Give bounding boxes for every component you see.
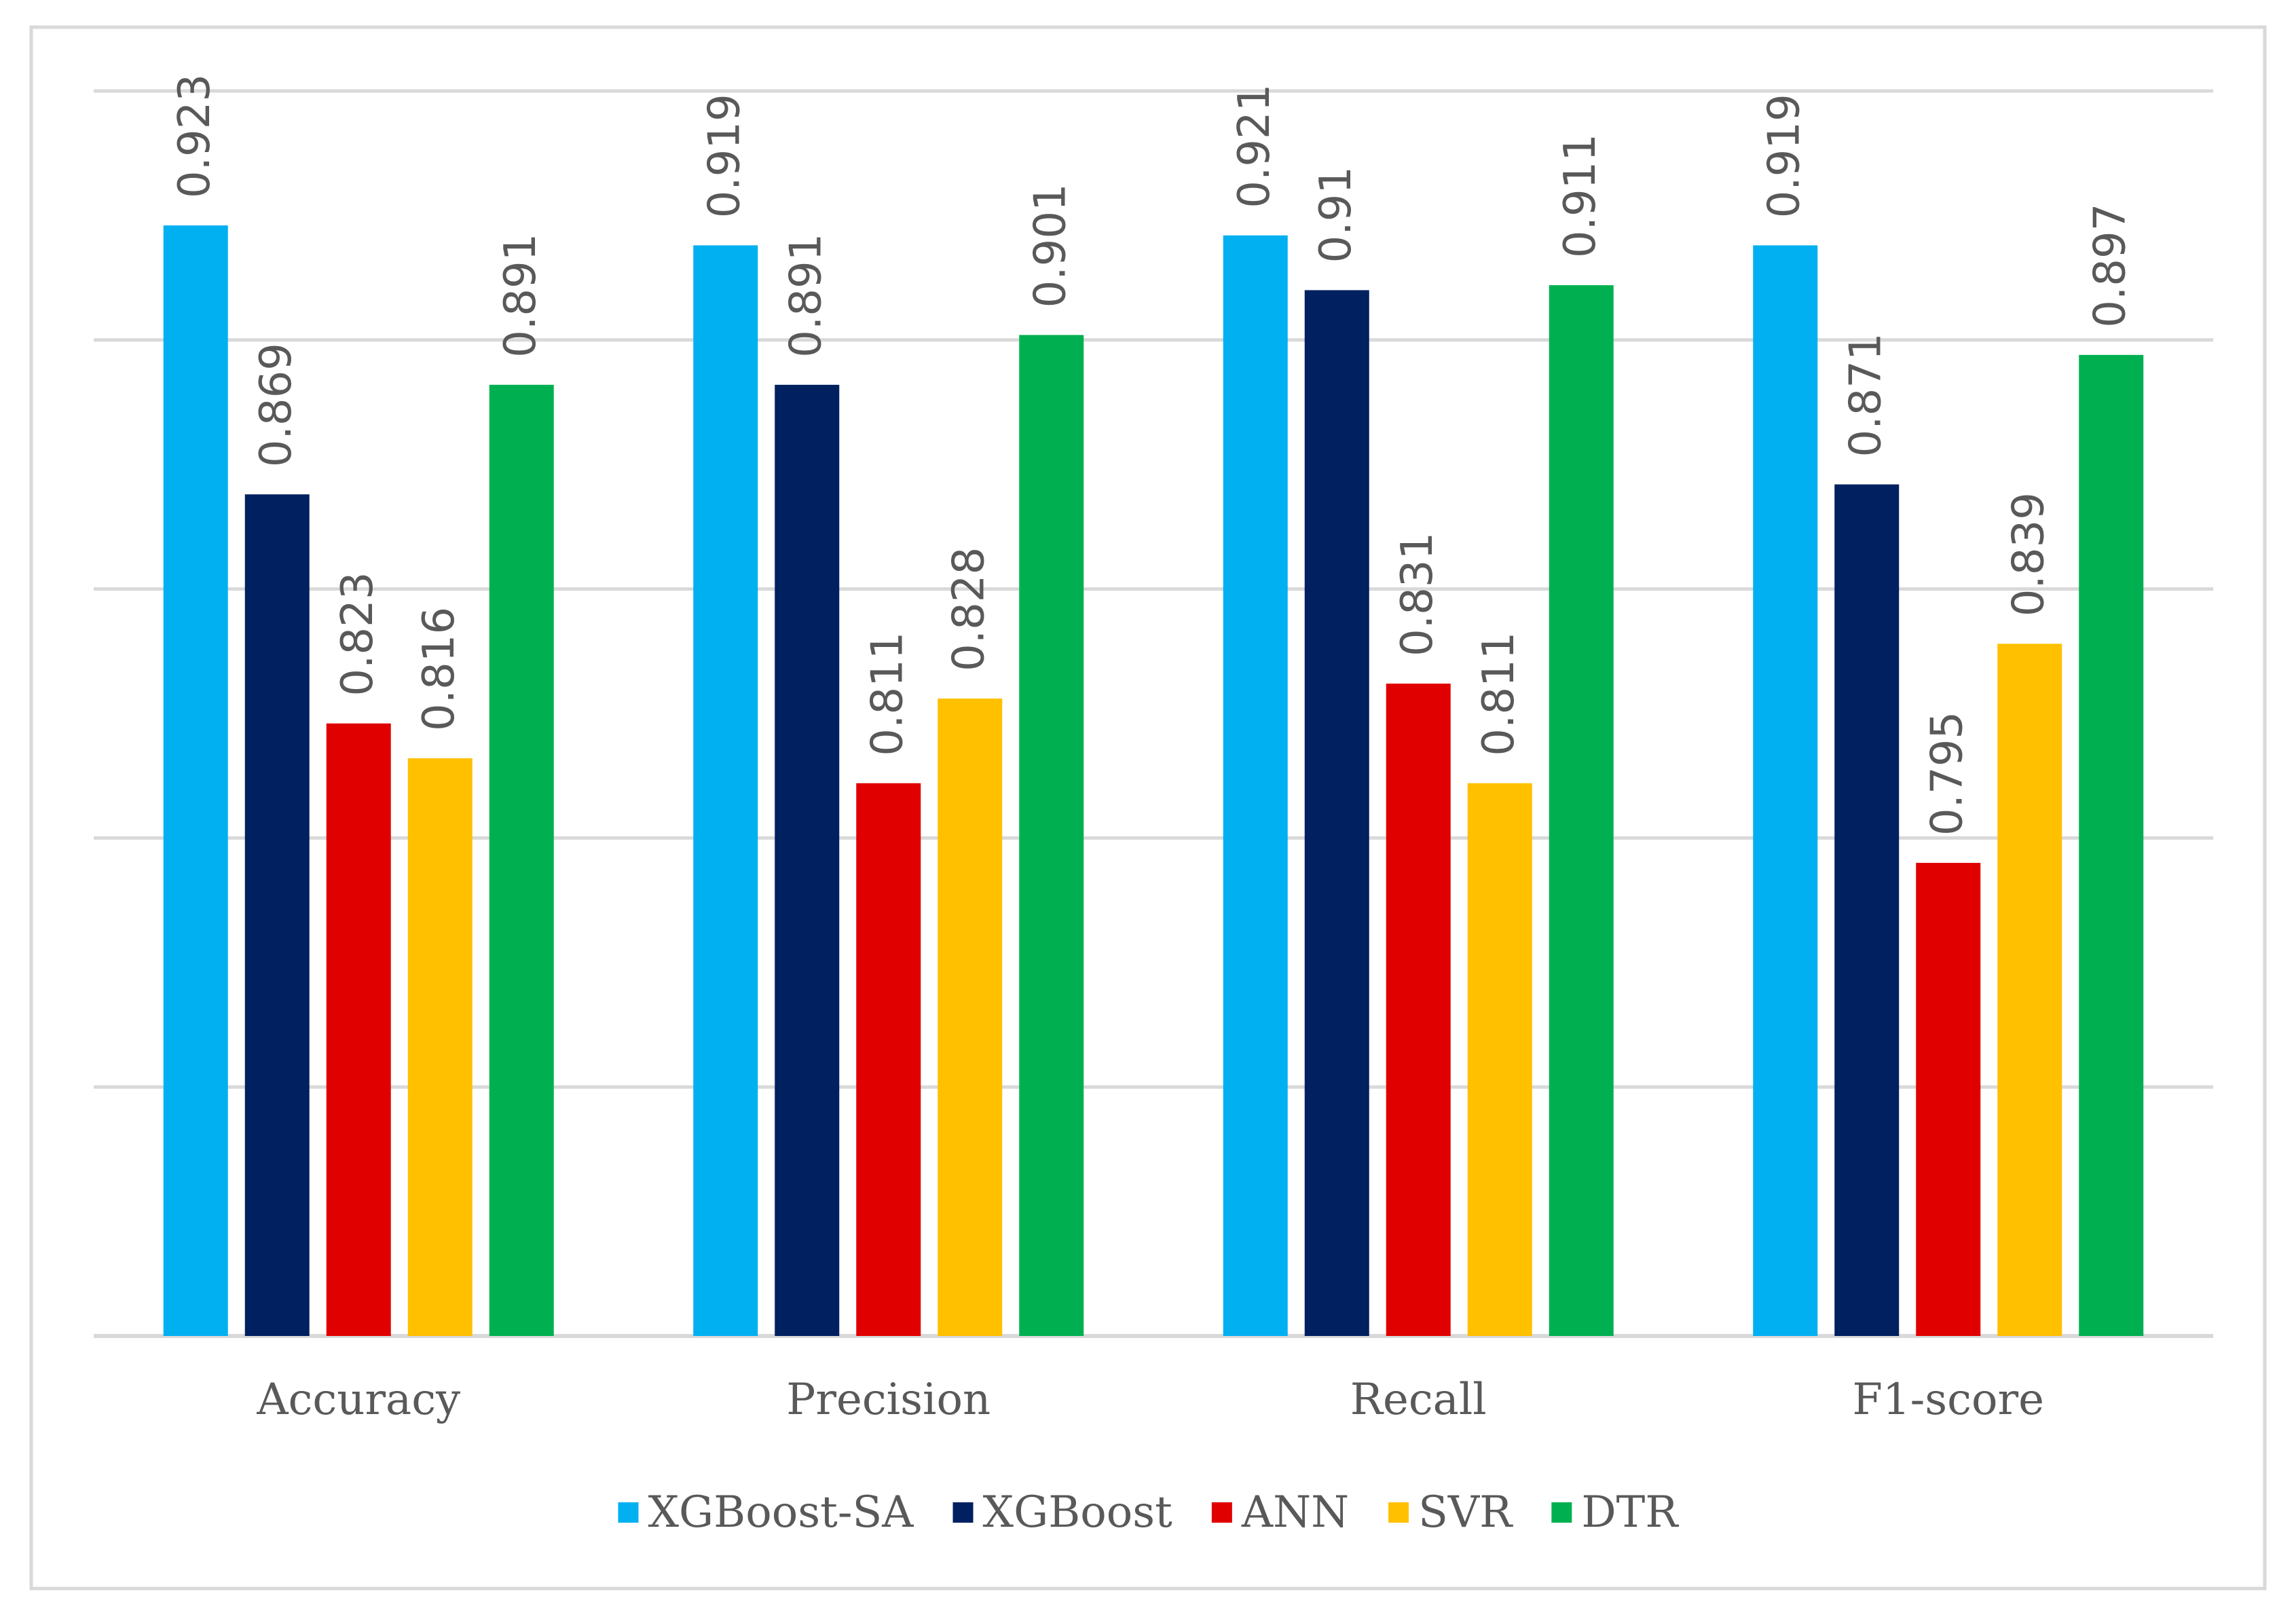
- data-label: 0.919: [700, 94, 750, 218]
- data-label: 0.901: [1026, 183, 1076, 308]
- data-labels: 0.923 0.869 0.823 0.816 0.891 0.919 0.891 0.811…: [170, 74, 2136, 836]
- bar-ann-recall: [1386, 683, 1451, 1336]
- data-label: 0.891: [496, 234, 546, 358]
- bar-svr-precision: [938, 698, 1003, 1336]
- bar-xgboost-accuracy: [244, 494, 310, 1336]
- data-label: 0.795: [1923, 711, 1973, 836]
- legend-label: DTR: [1581, 1487, 1679, 1538]
- bars: [163, 225, 2144, 1337]
- data-label: 0.831: [1392, 532, 1443, 656]
- bar-xgboost-sa-recall: [1223, 235, 1288, 1336]
- data-label: 0.897: [2086, 204, 2136, 328]
- bar-dtr-accuracy: [489, 384, 554, 1336]
- bar-ann-f1-score: [1916, 863, 1981, 1336]
- data-label: 0.811: [863, 631, 913, 756]
- bar-svr-f1-score: [1997, 644, 2062, 1336]
- bar-svr-recall: [1467, 783, 1532, 1336]
- data-label: 0.891: [781, 234, 832, 358]
- legend-item: XGBoost: [952, 1487, 1173, 1538]
- bar-xgboost-f1-score: [1834, 484, 1900, 1337]
- bar-ann-accuracy: [326, 723, 391, 1336]
- category-tick-label: Accuracy: [256, 1375, 460, 1425]
- bar-dtr-f1-score: [2079, 354, 2144, 1336]
- legend-item: ANN: [1211, 1487, 1349, 1538]
- legend-swatch: [1388, 1502, 1409, 1523]
- data-label: 0.919: [1760, 94, 1810, 218]
- legend-swatch: [1551, 1502, 1572, 1523]
- data-label: 0.839: [2004, 492, 2054, 616]
- category-tick-label: Recall: [1350, 1375, 1487, 1425]
- bar-xgboost-sa-f1-score: [1753, 245, 1818, 1336]
- bar-xgboost-recall: [1304, 290, 1369, 1337]
- category-tick-label: Precision: [786, 1375, 990, 1425]
- data-label: 0.869: [251, 343, 301, 467]
- legend-label: ANN: [1241, 1487, 1349, 1538]
- data-label: 0.828: [944, 547, 995, 671]
- data-label: 0.811: [1474, 631, 1524, 756]
- data-label: 0.816: [414, 607, 464, 731]
- bar-svr-accuracy: [407, 758, 473, 1336]
- legend-swatch: [618, 1502, 639, 1523]
- legend-label: XGBoost: [983, 1487, 1173, 1538]
- legend-item: XGBoost-SA: [618, 1487, 914, 1538]
- data-label: 0.921: [1229, 84, 1280, 208]
- category-tick-label: F1-score: [1853, 1375, 2044, 1425]
- legend-item: DTR: [1551, 1487, 1679, 1538]
- bar-xgboost-precision: [775, 384, 840, 1336]
- legend-swatch: [1211, 1502, 1232, 1523]
- bar-xgboost-sa-precision: [693, 245, 758, 1336]
- legend: XGBoost-SA XGBoost ANN SVR DTR: [618, 1487, 1679, 1538]
- data-label: 0.823: [333, 572, 383, 696]
- data-label: 0.923: [170, 74, 220, 198]
- bar-dtr-precision: [1019, 335, 1084, 1336]
- bar-ann-precision: [856, 783, 921, 1336]
- legend-swatch: [952, 1502, 974, 1523]
- data-label: 0.911: [1555, 134, 1606, 258]
- legend-label: SVR: [1418, 1487, 1513, 1538]
- bar-dtr-recall: [1549, 285, 1614, 1336]
- data-label: 0.871: [1841, 333, 1891, 457]
- data-label: 0.91: [1311, 166, 1361, 263]
- legend-item: SVR: [1388, 1487, 1513, 1538]
- category-axis: Accuracy Precision Recall F1-score: [256, 1375, 2044, 1425]
- legend-label: XGBoost-SA: [648, 1487, 914, 1538]
- bar-xgboost-sa-accuracy: [163, 225, 228, 1336]
